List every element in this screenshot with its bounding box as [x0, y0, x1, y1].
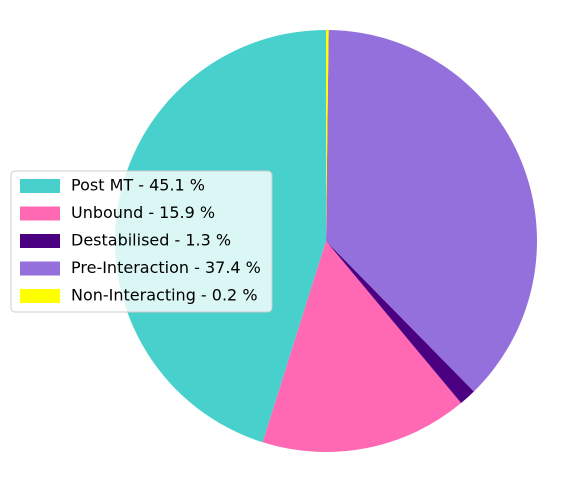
- legend-label: Post MT - 45.1 %: [71, 176, 205, 195]
- legend: Post MT - 45.1 % Unbound - 15.9 % Destabil…: [10, 170, 273, 313]
- pie-slice: [326, 30, 329, 241]
- legend-swatch: [20, 261, 60, 276]
- legend-label: Destabilised - 1.3 %: [71, 231, 231, 250]
- legend-swatch: [20, 289, 60, 303]
- legend-box: [10, 170, 273, 313]
- legend-label: Pre-Interaction - 37.4 %: [71, 258, 261, 277]
- legend-swatch: [20, 206, 60, 221]
- pie-slice: [262, 241, 462, 453]
- legend-swatch: [20, 179, 60, 193]
- legend-label: Non-Interacting - 0.2 %: [71, 286, 258, 305]
- pie-slice: [326, 241, 474, 404]
- pie-slice: [326, 30, 537, 392]
- legend-swatch: [20, 234, 60, 248]
- legend-label: Unbound - 15.9 %: [71, 203, 215, 222]
